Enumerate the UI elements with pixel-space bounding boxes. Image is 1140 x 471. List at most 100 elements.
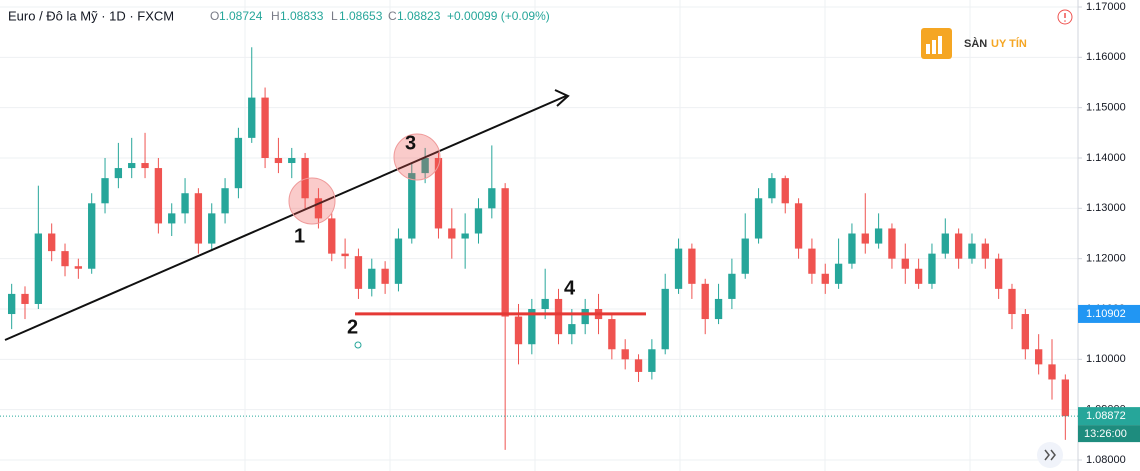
logo-text: SÀN bbox=[964, 37, 987, 50]
candle-body bbox=[928, 253, 936, 284]
candle-body bbox=[834, 263, 843, 284]
y-tick-label: 1.08000 bbox=[1086, 454, 1126, 466]
candle-body bbox=[354, 256, 363, 289]
candle-body bbox=[1008, 288, 1016, 315]
ohlc-value: 1.08823 bbox=[397, 9, 441, 23]
logo-bar bbox=[932, 40, 936, 54]
candle-body bbox=[8, 293, 16, 315]
candle-body bbox=[221, 188, 229, 214]
ohlc-label: C bbox=[388, 9, 397, 23]
ohlc-value: 1.08653 bbox=[339, 9, 383, 23]
scroll-icon bbox=[1044, 449, 1050, 461]
candle-body bbox=[981, 243, 989, 259]
candle-body bbox=[848, 233, 856, 264]
candle-body bbox=[74, 266, 83, 269]
candle-body bbox=[941, 233, 949, 254]
ohlc-label: L bbox=[331, 9, 338, 23]
candle-body bbox=[114, 168, 123, 179]
candle-body bbox=[688, 248, 696, 284]
candle-body bbox=[194, 193, 203, 244]
alert-icon-dot bbox=[1064, 20, 1066, 22]
candle-body bbox=[1034, 349, 1043, 365]
candle-body bbox=[21, 293, 29, 304]
candle-body bbox=[168, 213, 176, 224]
candle-body bbox=[1021, 314, 1029, 350]
y-tick-label: 1.16000 bbox=[1086, 51, 1126, 63]
candle-body bbox=[914, 268, 923, 284]
logo-bar bbox=[926, 44, 930, 54]
candle-body bbox=[181, 193, 189, 214]
candle-body bbox=[501, 188, 509, 317]
candle-body bbox=[248, 97, 256, 138]
candle-body bbox=[301, 158, 309, 199]
candle-body bbox=[328, 218, 336, 254]
candle-body bbox=[368, 268, 376, 289]
chart-title: Euro / Đô la Mỹ · 1D · FXCM bbox=[8, 8, 174, 23]
candle-body bbox=[608, 319, 616, 350]
candle-body bbox=[408, 173, 416, 239]
candle-body bbox=[674, 248, 683, 289]
candle-body bbox=[261, 97, 269, 158]
last-price-label: 1.08872 bbox=[1086, 410, 1126, 422]
candle-body bbox=[434, 158, 443, 229]
candle-body bbox=[888, 228, 896, 259]
candle-body bbox=[274, 158, 283, 164]
candle-body bbox=[701, 283, 709, 320]
candle-body bbox=[1061, 379, 1069, 417]
logo-icon bbox=[921, 28, 952, 59]
candle-body bbox=[101, 178, 109, 204]
candle-body bbox=[488, 188, 496, 209]
vertical-grid bbox=[244, 0, 971, 471]
alert-icon[interactable] bbox=[1057, 9, 1073, 25]
timer-box bbox=[1078, 425, 1140, 443]
candle-body bbox=[461, 233, 469, 239]
candle-body bbox=[341, 253, 349, 257]
candle-body bbox=[234, 137, 243, 189]
candle-body bbox=[861, 233, 869, 244]
candle-body bbox=[754, 198, 763, 239]
candles bbox=[8, 47, 1069, 450]
candle-body bbox=[128, 163, 136, 169]
scroll-button[interactable] bbox=[1037, 442, 1063, 468]
candle-body bbox=[901, 258, 909, 269]
candle-body bbox=[421, 158, 429, 174]
candle-body bbox=[314, 198, 323, 219]
y-tick-label: 1.17000 bbox=[1086, 1, 1126, 13]
ohlc-value: 1.08833 bbox=[280, 9, 324, 23]
price-axis bbox=[1078, 0, 1140, 471]
axis-labels: 1.080001.090001.100001.110001.120001.130… bbox=[1078, 1, 1126, 466]
candle-body bbox=[621, 349, 629, 360]
candle-body bbox=[714, 298, 723, 320]
candle-body bbox=[381, 268, 389, 284]
candle-body bbox=[568, 324, 576, 335]
candle-body bbox=[528, 309, 536, 345]
candle-body bbox=[794, 203, 803, 249]
y-tick-label: 1.13000 bbox=[1086, 202, 1126, 214]
candle-body bbox=[541, 298, 549, 309]
y-tick-label: 1.15000 bbox=[1086, 102, 1126, 114]
y-tick-label: 1.12000 bbox=[1086, 253, 1126, 265]
candle-body bbox=[154, 168, 163, 224]
candle-body bbox=[554, 298, 563, 335]
y-tick-label: 1.10000 bbox=[1086, 353, 1126, 365]
candle-body bbox=[968, 243, 976, 259]
trend-line bbox=[4, 95, 567, 341]
candle-body bbox=[288, 158, 296, 164]
candle-body bbox=[61, 251, 69, 267]
candle-body bbox=[648, 349, 656, 372]
candle-body bbox=[208, 213, 216, 244]
candle-body bbox=[581, 309, 589, 325]
candle-body bbox=[728, 273, 736, 299]
annotation: 3 bbox=[405, 132, 416, 154]
highlight-circle bbox=[288, 177, 336, 225]
candle-body bbox=[808, 248, 816, 274]
annotation: 4 bbox=[564, 277, 576, 299]
candle-body bbox=[474, 208, 483, 234]
candle-body bbox=[821, 273, 829, 284]
candle-body bbox=[661, 288, 669, 350]
candle-body bbox=[768, 178, 776, 199]
change: +0.00099 (+0.09%) bbox=[447, 9, 550, 23]
candle-body bbox=[954, 233, 963, 259]
